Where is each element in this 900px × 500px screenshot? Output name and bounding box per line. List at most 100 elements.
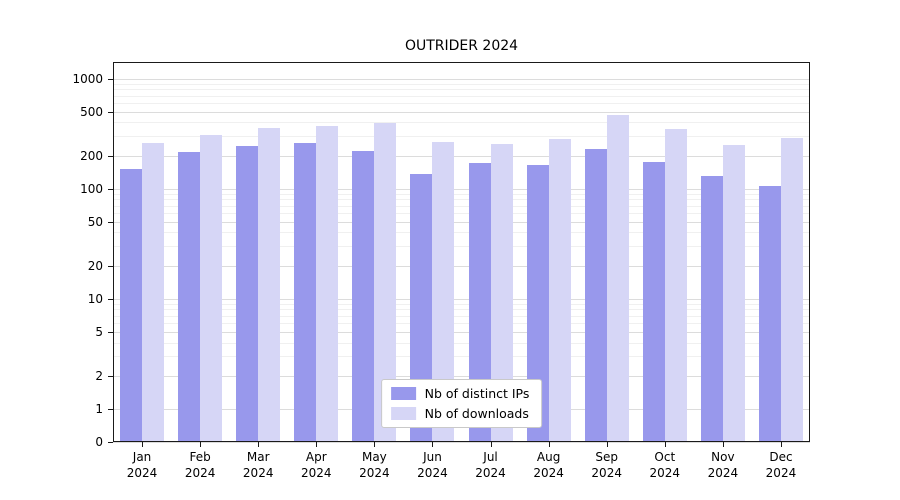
y-tick-label: 200 xyxy=(80,148,103,163)
bar-distinct-ips-dec xyxy=(758,186,781,442)
minor-gridline xyxy=(113,95,810,97)
x-tick-label: Oct 2024 xyxy=(649,450,681,480)
major-gridline xyxy=(113,155,810,157)
minor-gridline xyxy=(113,246,810,248)
bar-distinct-ips-aug xyxy=(526,164,549,442)
minor-gridline xyxy=(113,205,810,207)
minor-gridline xyxy=(113,136,810,138)
y-tick-mark xyxy=(108,111,113,113)
minor-gridline xyxy=(113,83,810,85)
major-gridline xyxy=(113,221,810,223)
bar-downloads-feb xyxy=(200,134,223,442)
minor-gridline xyxy=(113,102,810,104)
legend-item-distinct-ips: Nb of distinct IPs xyxy=(390,386,530,401)
x-tick-mark xyxy=(142,442,144,447)
bar-distinct-ips-jun xyxy=(410,174,433,442)
y-tick-mark xyxy=(108,155,113,157)
x-tick-label: Mar 2024 xyxy=(242,450,274,480)
major-gridline xyxy=(113,265,810,267)
x-tick-label: Jun 2024 xyxy=(417,450,448,480)
y-tick-label: 1 xyxy=(95,401,103,416)
bar-downloads-jan xyxy=(142,142,165,442)
major-gridline xyxy=(113,331,810,333)
minor-gridline xyxy=(113,213,810,215)
bar-distinct-ips-nov xyxy=(700,176,723,442)
x-tick-label: Dec 2024 xyxy=(765,450,797,480)
y-tick-mark xyxy=(108,408,113,410)
x-tick-mark xyxy=(258,442,260,447)
bar-downloads-dec xyxy=(780,137,803,442)
y-tick-label: 50 xyxy=(87,214,103,229)
legend-item-downloads: Nb of downloads xyxy=(390,406,530,421)
minor-gridline xyxy=(113,193,810,195)
minor-gridline xyxy=(113,356,810,358)
y-tick-mark xyxy=(108,375,113,377)
bar-distinct-ips-feb xyxy=(178,152,201,442)
bar-distinct-ips-apr xyxy=(294,142,317,442)
major-gridline xyxy=(113,298,810,300)
minor-gridline xyxy=(113,89,810,91)
y-tick-label: 0 xyxy=(95,435,103,449)
bar-distinct-ips-sep xyxy=(584,148,607,442)
chart-title: OUTRIDER 2024 xyxy=(404,38,519,54)
legend-label-downloads: Nb of downloads xyxy=(424,406,529,421)
x-tick-label: Jan 2024 xyxy=(126,450,158,480)
y-tick-label: 20 xyxy=(87,258,103,273)
x-tick-mark xyxy=(490,442,492,447)
y-tick-label: 1000 xyxy=(72,71,103,86)
y-tick-mark xyxy=(108,221,113,223)
bar-downloads-aug xyxy=(548,139,571,442)
minor-gridline xyxy=(113,199,810,201)
y-tick-label: 2 xyxy=(95,368,103,383)
minor-gridline xyxy=(113,303,810,305)
bar-downloads-sep xyxy=(606,114,629,442)
y-tick-label: 500 xyxy=(80,104,103,119)
y-tick-mark xyxy=(108,265,113,267)
major-gridline xyxy=(113,442,810,443)
bar-distinct-ips-jan xyxy=(120,169,143,442)
bar-downloads-nov xyxy=(722,144,745,442)
bar-downloads-may xyxy=(374,122,397,442)
bar-downloads-mar xyxy=(258,128,281,442)
minor-gridline xyxy=(113,309,810,311)
bar-distinct-ips-may xyxy=(352,150,375,442)
minor-gridline xyxy=(113,323,810,325)
x-tick-label: Nov 2024 xyxy=(707,450,739,480)
major-gridline xyxy=(113,78,810,80)
x-tick-label: May 2024 xyxy=(359,450,390,480)
y-tick-mark xyxy=(108,331,113,333)
legend: Nb of distinct IPs Nb of downloads xyxy=(380,379,543,428)
bar-downloads-jul xyxy=(490,143,513,442)
legend-swatch-downloads xyxy=(390,407,416,420)
x-tick-label: Sep 2024 xyxy=(591,450,622,480)
y-tick-mark xyxy=(108,298,113,300)
x-tick-label: Aug 2024 xyxy=(533,450,564,480)
x-tick-mark xyxy=(374,442,376,447)
bar-downloads-jun xyxy=(432,142,455,442)
major-gridline xyxy=(113,111,810,113)
minor-gridline xyxy=(113,315,810,317)
bar-downloads-apr xyxy=(316,126,339,442)
x-tick-mark xyxy=(606,442,608,447)
x-tick-mark xyxy=(780,442,782,447)
major-gridline xyxy=(113,375,810,377)
legend-label-distinct-ips: Nb of distinct IPs xyxy=(424,386,530,401)
bar-distinct-ips-mar xyxy=(236,145,259,442)
minor-gridline xyxy=(113,342,810,344)
x-tick-label: Feb 2024 xyxy=(184,450,216,480)
bar-downloads-oct xyxy=(664,128,687,442)
x-tick-mark xyxy=(664,442,666,447)
x-tick-mark xyxy=(722,442,724,447)
minor-gridline xyxy=(113,122,810,124)
x-tick-mark xyxy=(316,442,318,447)
x-tick-label: Apr 2024 xyxy=(301,450,332,480)
bar-distinct-ips-jul xyxy=(468,163,491,442)
y-tick-label: 5 xyxy=(95,324,103,339)
y-tick-label: 10 xyxy=(87,291,103,306)
minor-gridline xyxy=(113,232,810,234)
bar-distinct-ips-oct xyxy=(642,161,665,442)
x-tick-mark xyxy=(548,442,550,447)
x-tick-label: Jul 2024 xyxy=(475,450,506,480)
y-tick-mark xyxy=(108,442,113,443)
